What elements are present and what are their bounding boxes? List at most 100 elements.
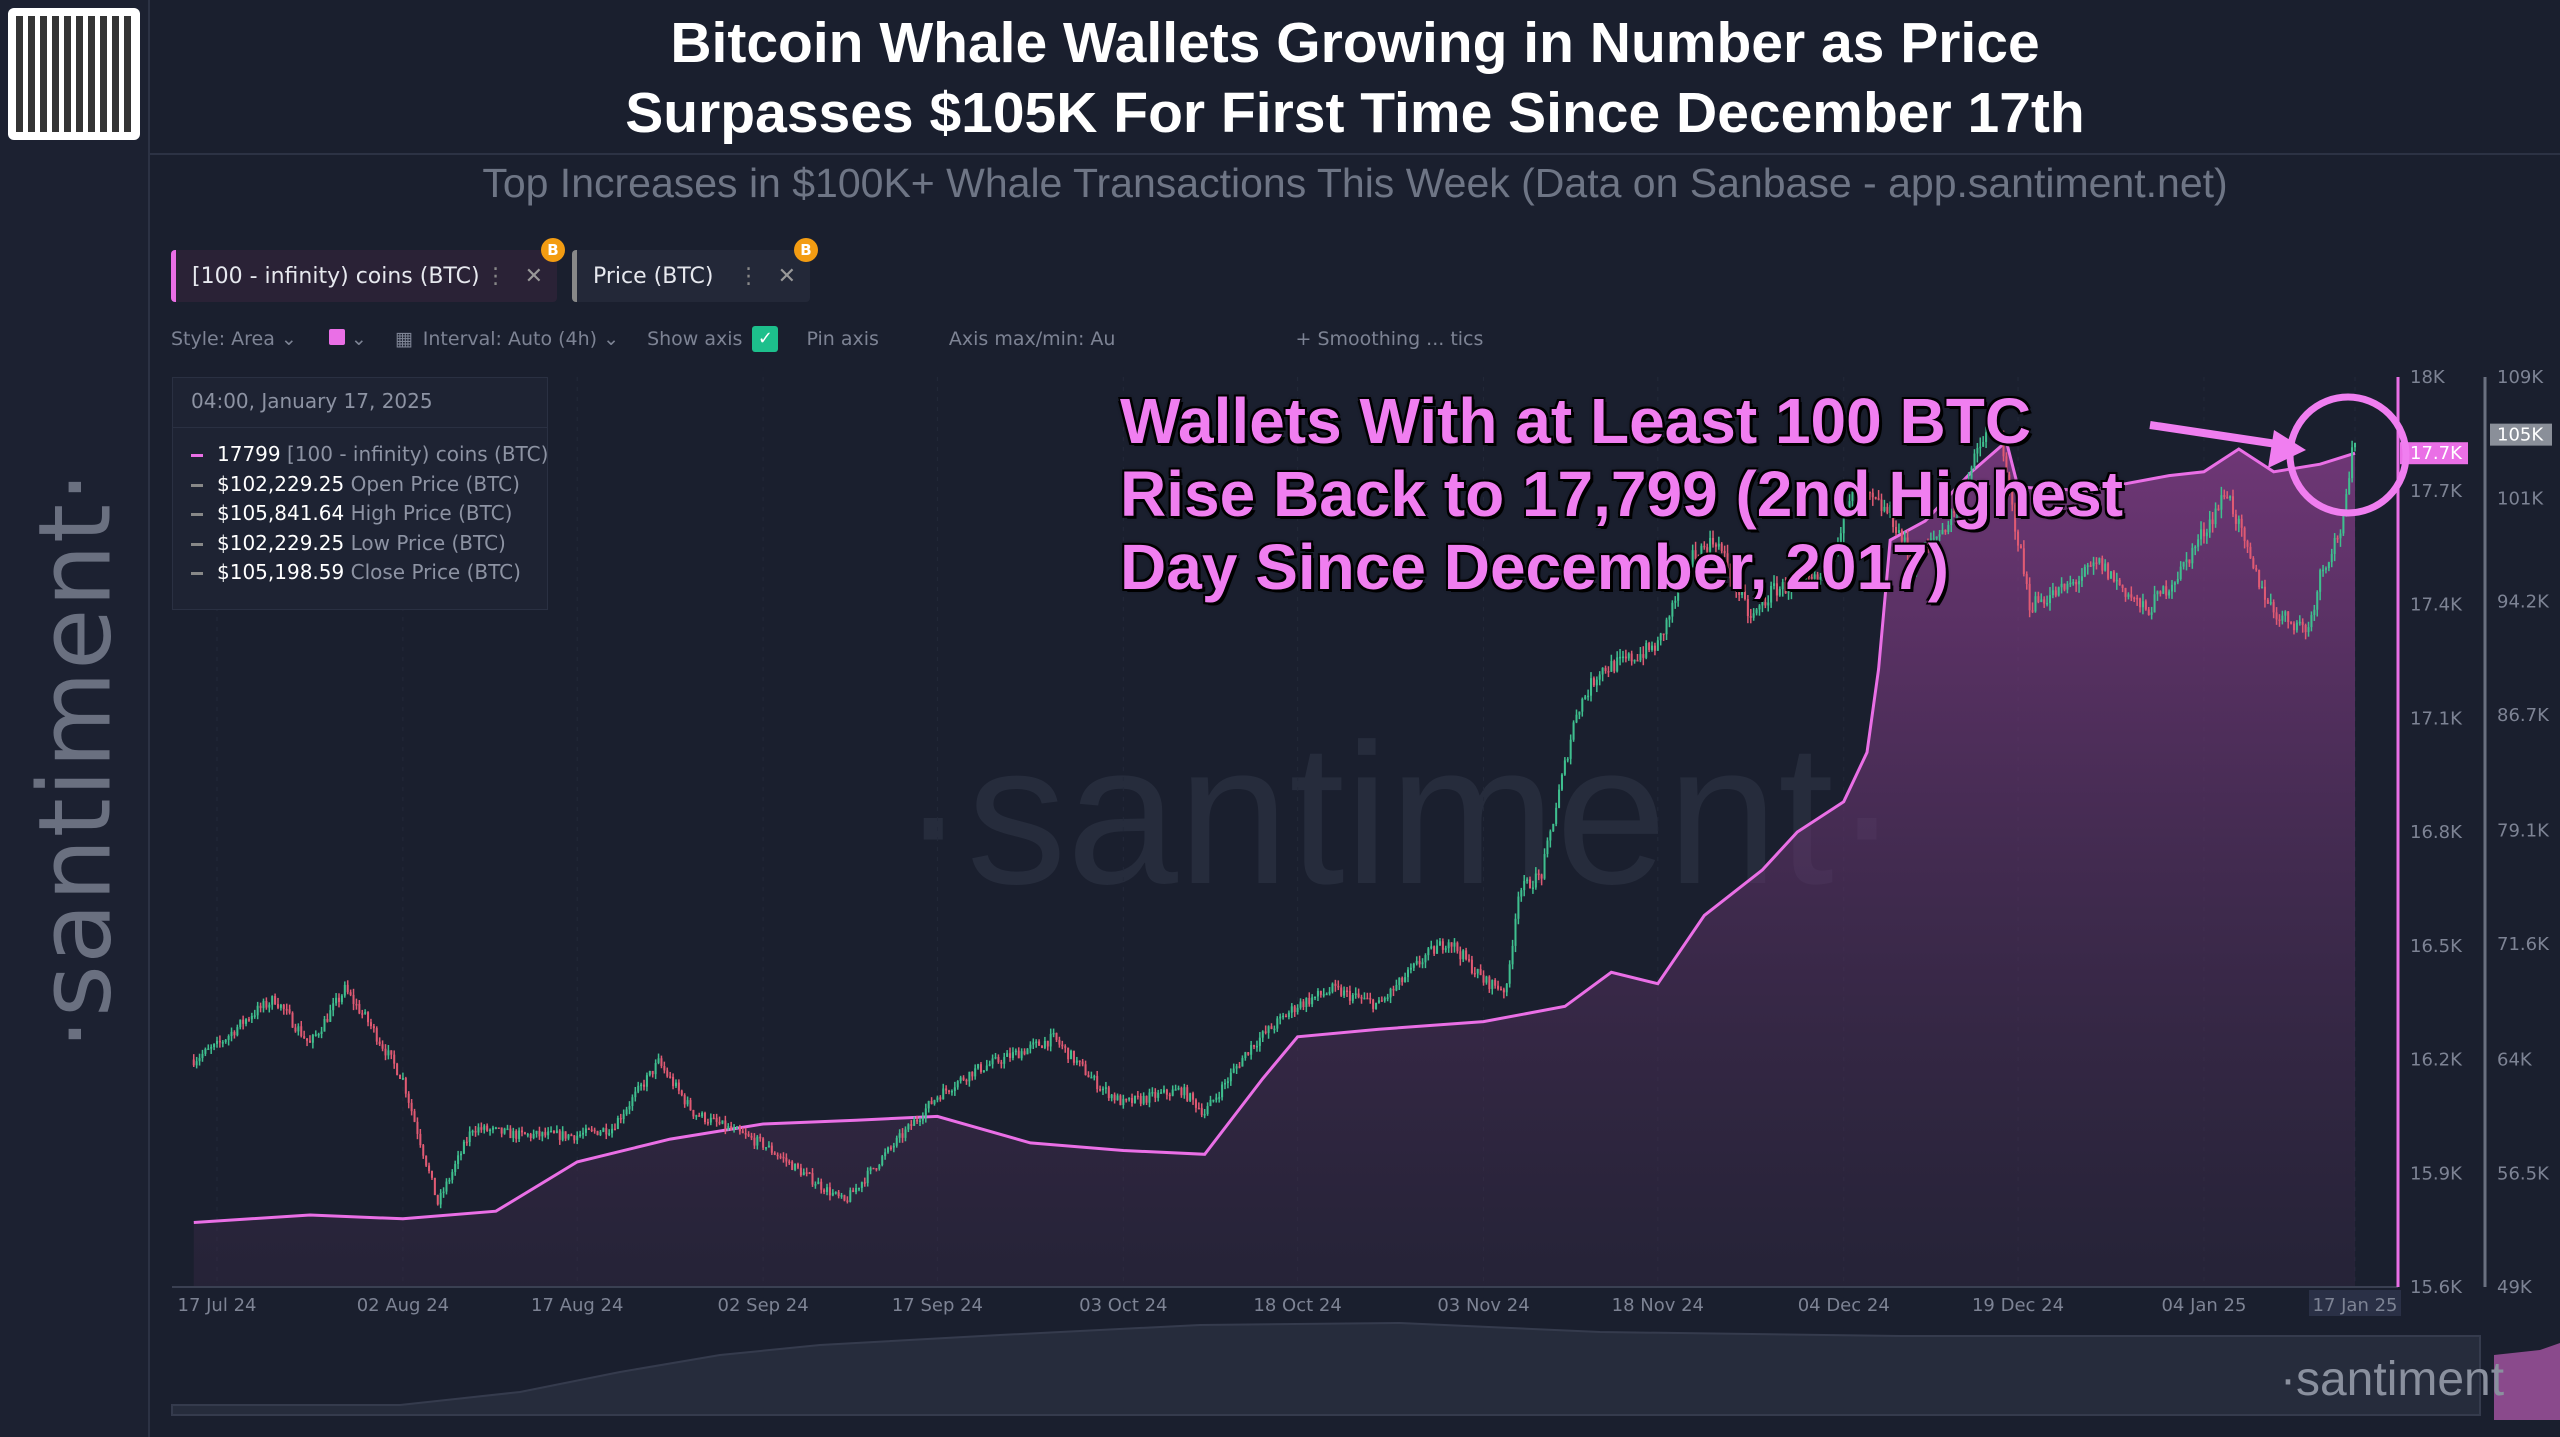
- close-icon[interactable]: ✕: [524, 263, 543, 289]
- candle-body: [1627, 653, 1630, 659]
- candle-body: [2057, 587, 2060, 596]
- candle-body: [1197, 1107, 1200, 1110]
- candle-body: [1999, 437, 2002, 440]
- candle-body: [1645, 643, 1648, 658]
- candle-body: [965, 1079, 968, 1082]
- candle-body: [1491, 980, 1494, 989]
- style-dropdown[interactable]: Style: Area ⌄: [171, 328, 297, 350]
- candle-body: [1552, 823, 1555, 832]
- candle-body: [1058, 1039, 1061, 1045]
- candle-body: [808, 1172, 811, 1174]
- candle-body: [491, 1127, 494, 1130]
- candle-body: [1624, 656, 1627, 659]
- candle-body: [1787, 591, 1790, 594]
- candle-body: [2127, 594, 2130, 597]
- candle-body: [1758, 605, 1761, 610]
- candle-body: [2330, 554, 2333, 563]
- tab-price-metric[interactable]: Price (BTC) ⋮ ✕ B: [572, 238, 818, 302]
- candle-body: [1052, 1032, 1055, 1035]
- x-axis-current-marker: [2309, 1290, 2401, 1316]
- candle-body: [788, 1161, 791, 1164]
- candle-body: [892, 1145, 895, 1148]
- candle-body: [1726, 553, 1729, 568]
- more-options-icon[interactable]: ⋮: [737, 263, 760, 289]
- candle-body: [1775, 583, 1778, 596]
- candle-body: [558, 1130, 561, 1140]
- candle-body: [1723, 550, 1726, 554]
- current-value-label: 17.7K: [2410, 443, 2463, 464]
- x-axis-tick-label: 17 Jul 24: [178, 1295, 257, 1316]
- navigator-area: [171, 1321, 2481, 1416]
- page-title: Bitcoin Whale Wallets Growing in Number …: [150, 0, 2560, 148]
- candle-body: [1104, 1087, 1107, 1089]
- candle-body: [1985, 432, 1988, 442]
- axis-maxmin-dropdown[interactable]: Axis max/min: Au: [948, 328, 1116, 350]
- candle-body: [2092, 562, 2095, 567]
- interval-dropdown[interactable]: Interval: Auto (4h) ⌄: [422, 328, 620, 350]
- candle-body: [1523, 880, 1526, 891]
- candle-body: [962, 1077, 965, 1080]
- candle-body: [1087, 1075, 1090, 1078]
- legend-row: $102,229.25 Open Price (BTC): [173, 470, 547, 500]
- candle-body: [701, 1112, 704, 1117]
- candle-body: [1677, 588, 1680, 601]
- candle-body: [550, 1130, 553, 1133]
- candle-body: [1032, 1042, 1035, 1045]
- candle-body: [593, 1129, 596, 1132]
- candle-body: [628, 1106, 631, 1110]
- candle-body: [1049, 1033, 1052, 1047]
- candle-body: [239, 1019, 242, 1028]
- candle-body: [1279, 1016, 1282, 1019]
- left-axis-tick-label: 15.6K: [2410, 1277, 2463, 1298]
- candle-body: [866, 1170, 869, 1184]
- candle-body: [288, 1009, 291, 1013]
- candle-body: [849, 1190, 852, 1202]
- candle-body: [1223, 1082, 1227, 1085]
- brand-logo-bottom: ·santiment: [2280, 1353, 2505, 1406]
- candle-body: [1813, 574, 1816, 580]
- candle-body: [1177, 1087, 1180, 1090]
- candle-body: [457, 1155, 460, 1164]
- candle-body: [1941, 529, 1944, 535]
- candle-body: [381, 1044, 384, 1049]
- candle-body: [274, 996, 277, 1005]
- candle-body: [619, 1118, 622, 1120]
- right-axis: 109K 101K 94.2K 86.7K 79.1K 71.6K 64K 56.5K 49K 1…: [2490, 367, 2552, 1298]
- candle-body: [1255, 1045, 1258, 1048]
- candle-body: [1993, 420, 1996, 422]
- close-icon[interactable]: ✕: [777, 263, 796, 289]
- smoothing-button[interactable]: + Smoothing ... tics: [1295, 328, 1484, 350]
- candle-body: [759, 1136, 762, 1139]
- tab-wallets-metric[interactable]: [100 - infinity) coins (BTC) ⋮ ✕ B: [171, 238, 565, 302]
- candle-body: [1404, 977, 1407, 983]
- candle-body: [648, 1070, 651, 1076]
- candle-body: [1020, 1051, 1023, 1059]
- candle-body: [1796, 578, 1799, 583]
- candle-body: [605, 1128, 608, 1135]
- candle-body: [1467, 959, 1471, 961]
- candle-body: [2307, 627, 2310, 633]
- candle-body: [247, 1019, 250, 1021]
- candle-body: [2202, 529, 2205, 537]
- candle-body: [436, 1195, 439, 1205]
- candle-body: [1680, 577, 1683, 589]
- candle-body: [1014, 1050, 1017, 1053]
- show-axis-checkbox[interactable]: ✓: [752, 326, 779, 352]
- color-picker[interactable]: ⌄: [328, 328, 367, 350]
- candle-body: [2144, 601, 2147, 610]
- pin-axis-toggle[interactable]: Pin axis: [806, 328, 879, 350]
- navigator-handle[interactable]: [2494, 1343, 2560, 1420]
- candle-body: [1665, 619, 1668, 635]
- candle-body: [1084, 1064, 1087, 1076]
- candle-body: [1546, 840, 1549, 855]
- candle-body: [2086, 565, 2089, 567]
- candle-body: [218, 1040, 221, 1043]
- candle-body: [1459, 951, 1462, 960]
- candle-body: [2019, 545, 2022, 549]
- candle-body: [2037, 596, 2040, 603]
- candle-body: [770, 1145, 773, 1153]
- more-options-icon[interactable]: ⋮: [484, 263, 507, 289]
- candle-body: [1290, 1006, 1293, 1013]
- candle-body: [576, 1135, 579, 1141]
- left-axis-tick-label: 15.9K: [2410, 1163, 2463, 1184]
